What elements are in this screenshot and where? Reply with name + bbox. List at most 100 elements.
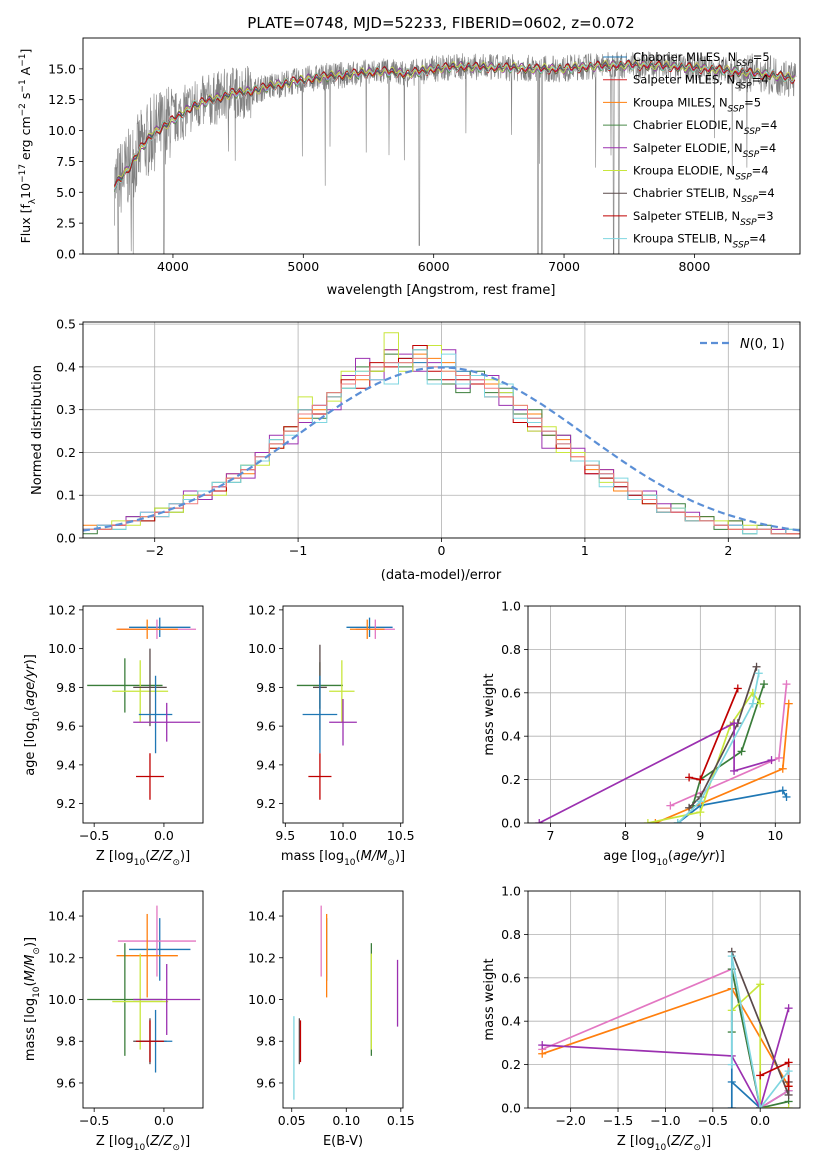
x-tick-label: −1.5 [603,1113,633,1128]
model-line-5 [113,59,796,188]
panel-mass_weight_vs_age: 7 8 9 10 0.0 0.2 0.4 0.6 0.8 1.0 age [log10(age/yr… [482,599,801,868]
legend-label: Kroupa MILES, NSSP=5 [633,95,761,114]
weight-line-5 [688,666,758,809]
x-tick-label: 0 [438,543,446,558]
axes-frame [82,605,204,824]
y-axis-label: Flux [fλ10−17 erg cm−2 s−1 A−1] [18,49,38,244]
y-axis-label: age [log10(age/yr)] [23,654,42,776]
x-tick-label: 9.5 [275,828,295,843]
model-line-3 [113,59,796,192]
x-tick-label: −0.5 [698,1113,728,1128]
y-tick-label: 9.8 [256,680,276,695]
weight-line-6 [538,721,772,823]
x-tick-label: 8000 [678,259,710,274]
weight-line-4 [731,982,789,1108]
x-tick-label: 5000 [287,259,319,274]
x-tick-label: −2 [145,543,163,558]
x-tick-label: 0.10 [332,1113,360,1128]
y-tick-label: 10.2 [248,950,276,965]
x-tick-label: 10.5 [387,828,415,843]
weight-line-1 [670,684,788,807]
y-axis-label: mass [log10(M/M⊙)] [23,937,42,1061]
y-tick-label: 9.8 [56,680,76,695]
y-tick-label: 0.4 [501,1014,521,1029]
panel-residuals: −2 −1 0 1 2 0.0 0.1 0.2 0.3 0.4 0.5 N(0, 1) (data-mo… [30,317,801,583]
y-tick-label: 0.8 [501,642,521,657]
panel-age_vs_Z: −0.5 0.0 9.2 9.4 9.6 9.8 10.0 10.2 Z [log10(Z/Z⊙… [23,602,204,868]
x-tick-label: 8 [621,828,629,843]
plot-area [87,905,201,1073]
x-axis-label: age [log10(age/yr)] [603,849,725,868]
x-axis-label: E(B-V) [323,1134,363,1149]
y-tick-label: 10.0 [48,992,76,1007]
weight-line-8 [730,955,790,1108]
x-tick-label: −1 [289,543,307,558]
x-tick-label: 0.15 [387,1113,415,1128]
y-tick-label: 15.0 [48,61,76,76]
y-tick-label: 9.6 [256,719,276,734]
axes-frame [282,605,404,824]
y-tick-label: 0.0 [56,531,76,546]
y-tick-label: 10.0 [48,123,76,138]
model-line-8 [113,59,796,190]
weight-line-8 [677,673,760,823]
plot-area [528,891,800,1108]
weight-line-3 [691,683,765,806]
panel-spectrum: 4000 5000 6000 7000 8000 0.0 2.5 5.0 7.5 10.0 12.5… [18,14,801,298]
x-tick-label: 10.0 [329,828,357,843]
y-tick-label: 9.8 [256,1034,276,1049]
x-tick-label: 0.0 [750,1113,770,1128]
y-tick-label: 0.0 [501,816,521,831]
legend-label: Kroupa ELODIE, NSSP=4 [633,164,769,183]
plot-area [296,617,395,800]
y-axis-label: mass weight [482,673,497,755]
model-line-6 [113,59,796,186]
y-tick-label: 9.2 [256,796,276,811]
x-axis-label: wavelength [Angstrom, rest frame] [327,283,556,298]
y-tick-label: 10.0 [248,992,276,1007]
legend-label: Chabrier ELODIE, NSSP=4 [633,118,777,137]
y-tick-label: 1.0 [501,884,521,899]
y-tick-label: 9.6 [56,719,76,734]
axes-frame [82,890,204,1109]
y-tick-label: 9.6 [256,1075,276,1090]
panel-mass_vs_Z: −0.5 0.0 9.6 9.8 10.0 10.2 10.4 Z [log10(Z/Z⊙)]… [23,890,204,1153]
legend-label: Chabrier STELIB, NSSP=4 [633,186,775,205]
y-tick-label: 7.5 [56,154,76,169]
y-tick-label: 1.0 [501,599,521,614]
legend-label: Salpeter MILES, NSSP=4 [633,73,769,92]
y-tick-label: 0.2 [501,1057,521,1072]
x-tick-label: −0.5 [79,1113,109,1128]
x-axis-label: Z [log10(Z/Z⊙)] [96,849,190,868]
legend-label: Kroupa STELIB, NSSP=4 [633,232,766,251]
y-tick-label: 0.0 [56,247,76,262]
plot-area [113,51,797,254]
plot-area [293,905,399,1100]
y-tick-label: 10.4 [48,909,76,924]
plot-area [528,606,800,823]
x-tick-label: 7 [547,828,555,843]
y-tick-label: 9.4 [56,757,76,772]
legend-label: Salpeter ELODIE, NSSP=4 [633,141,776,160]
legend-label: N(0, 1) [740,337,785,352]
y-tick-label: 9.8 [56,1034,76,1049]
panel-age_vs_mass: 9.5 10.0 10.5 9.2 9.4 9.6 9.8 10.0 10.2 mass [log… [248,602,414,868]
axes-frame [527,890,801,1109]
x-tick-label: −2.0 [555,1113,585,1128]
legend-label: Salpeter STELIB, NSSP=3 [633,209,774,228]
y-axis-label: mass weight [482,958,497,1040]
y-tick-label: 0.2 [56,445,76,460]
x-tick-label: 6000 [418,259,450,274]
axes-frame [82,321,801,539]
y-tick-label: 2.5 [56,216,76,231]
x-axis-label: Z [log10(Z/Z⊙)] [96,1134,190,1153]
y-tick-label: 9.4 [256,757,276,772]
plot-area [87,617,201,800]
x-tick-label: 0.0 [154,1113,174,1128]
x-tick-label: 9 [696,828,704,843]
axes-frame [82,37,801,255]
x-tick-label: −1.0 [650,1113,680,1128]
x-tick-label: 10 [767,828,783,843]
y-tick-label: 0.8 [501,927,521,942]
